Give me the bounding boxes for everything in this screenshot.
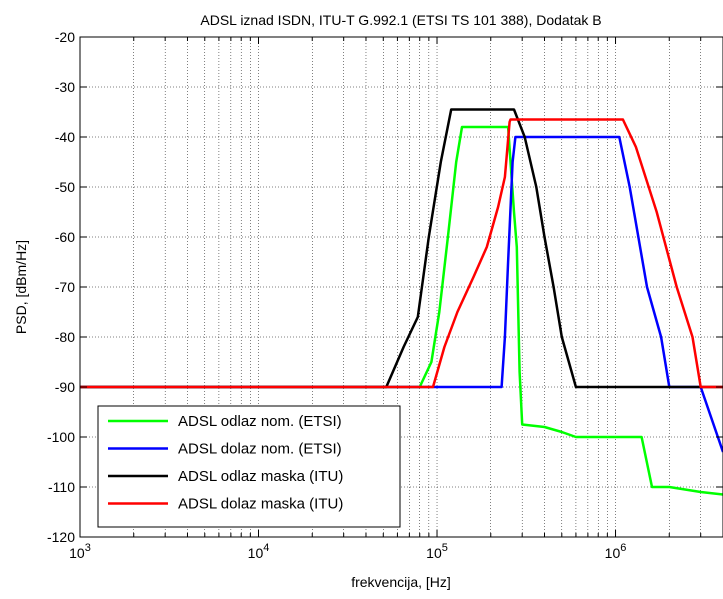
series-line-4 bbox=[80, 118, 723, 389]
ticks bbox=[79, 36, 723, 538]
y-tick-label: -50 bbox=[55, 179, 75, 195]
y-tick-label: -80 bbox=[55, 329, 75, 345]
y-tick-label: -30 bbox=[55, 79, 75, 95]
x-tick-label: 103 bbox=[69, 542, 91, 561]
x-tick-label: 106 bbox=[605, 542, 627, 561]
y-tick-label: -110 bbox=[48, 479, 75, 495]
y-tick-label: -20 bbox=[55, 29, 75, 45]
legend: ADSL odlaz nom. (ETSI) ADSL dolaz nom. (E… bbox=[97, 405, 401, 528]
legend-label: ADSL dolaz maska (ITU) bbox=[178, 496, 343, 513]
y-tick-label: -100 bbox=[47, 429, 75, 445]
legend-label: ADSL odlaz maska (ITU) bbox=[178, 468, 343, 485]
chart-title: ADSL iznad ISDN, ITU-T G.992.1 (ETSI TS … bbox=[200, 12, 601, 28]
tick-labels: -120 -110 -100 -90 -80 -70 -60 -50 -40 -30 -20 103 1… bbox=[47, 29, 626, 561]
legend-label: ADSL dolaz nom. (ETSI) bbox=[178, 441, 342, 458]
series-layer bbox=[80, 108, 723, 496]
series-line-3 bbox=[80, 108, 723, 389]
y-axis-label: PSD, [dBm/Hz] bbox=[13, 240, 29, 334]
y-tick-label: -40 bbox=[55, 129, 75, 145]
y-tick-label: -60 bbox=[55, 229, 75, 245]
legend-box bbox=[97, 405, 401, 528]
y-tick-label: -70 bbox=[55, 279, 75, 295]
legend-label: ADSL odlaz nom. (ETSI) bbox=[178, 413, 342, 430]
x-tick-label: 105 bbox=[426, 542, 448, 561]
y-tick-label: -90 bbox=[55, 379, 75, 395]
x-tick-label: 104 bbox=[248, 542, 270, 561]
y-tick-label: -120 bbox=[47, 529, 75, 545]
series-line-1 bbox=[80, 125, 723, 496]
x-axis-label: frekvencija, [Hz] bbox=[351, 574, 451, 590]
